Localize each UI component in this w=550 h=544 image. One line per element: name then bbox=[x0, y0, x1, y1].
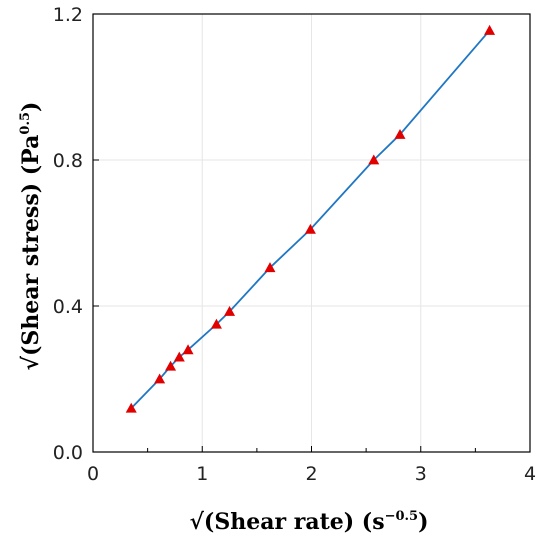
data-point-marker bbox=[264, 262, 276, 273]
y-tick-label: 1.2 bbox=[53, 4, 83, 26]
x-axis-ticks: 0 1 2 3 4 bbox=[87, 446, 536, 485]
x-axis-title: √(Shear rate) (s−0.5) bbox=[189, 509, 428, 535]
data-point-marker bbox=[210, 318, 222, 329]
data-point-marker bbox=[224, 305, 236, 316]
series-markers bbox=[125, 24, 496, 413]
x-tick-label: 0 bbox=[87, 463, 99, 485]
y-tick-label: 0.4 bbox=[53, 296, 83, 318]
x-tick-label: 3 bbox=[415, 463, 427, 485]
data-point-marker bbox=[394, 128, 406, 139]
y-tick-label: 0.8 bbox=[53, 150, 83, 172]
y-tick-label: 0.0 bbox=[53, 442, 83, 464]
data-point-marker bbox=[304, 223, 316, 234]
data-point-marker bbox=[484, 24, 496, 35]
data-point-marker bbox=[368, 154, 380, 165]
data-point-marker bbox=[182, 344, 194, 355]
data-point-marker bbox=[173, 351, 185, 362]
y-axis-ticks: 0.0 0.4 0.8 1.2 bbox=[53, 4, 99, 464]
y-axis-title: √(Shear stress) (Pa0.5) bbox=[18, 102, 44, 371]
x-tick-label: 2 bbox=[305, 463, 317, 485]
x-tick-label: 1 bbox=[196, 463, 208, 485]
data-point-marker bbox=[165, 360, 177, 371]
data-point-marker bbox=[125, 402, 137, 413]
data-point-marker bbox=[154, 373, 166, 384]
x-tick-label: 4 bbox=[524, 463, 536, 485]
